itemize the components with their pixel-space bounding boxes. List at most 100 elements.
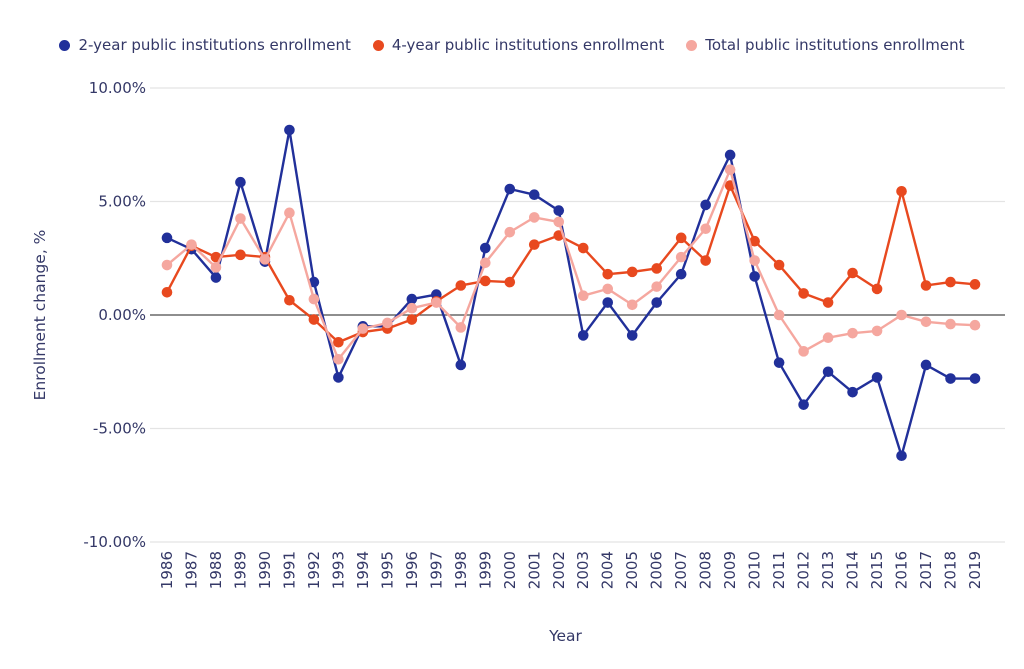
data-point-2-year-2013: [822, 366, 834, 378]
x-tick-label: 2011: [770, 551, 788, 589]
data-point-total-1995: [382, 317, 393, 329]
data-point-total-2005: [626, 299, 638, 311]
data-point-4-year-2011: [773, 259, 785, 271]
series-total: [161, 164, 981, 365]
x-tick-label: 2003: [574, 551, 592, 589]
x-tick-label: 1999: [476, 551, 494, 589]
x-tick-label: 1995: [378, 551, 396, 589]
x-tick-label: 1987: [182, 551, 200, 589]
x-tick-label: 1997: [427, 551, 445, 589]
x-tick-label: 2018: [942, 551, 960, 589]
x-tick-label: 2002: [550, 551, 568, 589]
data-point-total-1993: [333, 353, 344, 365]
data-point-2-year-2019: [969, 373, 981, 384]
data-point-total-2007: [675, 251, 687, 263]
x-tick-label: 2004: [599, 551, 617, 589]
data-point-total-2017: [920, 316, 932, 328]
data-point-total-1987: [186, 239, 197, 250]
data-point-total-2002: [553, 216, 565, 228]
x-tick-label: 1993: [329, 551, 347, 589]
y-tick-labels: 10.00% 5.00% 0.00% -5.00% -10.00%: [83, 79, 146, 551]
x-axis-title: Year: [548, 627, 582, 645]
legend-label-4-year: 4-year public institutions enrollment: [391, 36, 665, 54]
data-point-2-year-2002: [553, 205, 565, 216]
data-point-2-year-1996: [406, 293, 418, 305]
x-tick-label: 1990: [256, 551, 274, 589]
y-gridlines: [150, 87, 1005, 543]
data-point-2-year-2016: [896, 450, 907, 462]
series-line-4-year: [165, 184, 977, 344]
data-point-2-year-2012: [798, 399, 809, 410]
x-tick-label: 2010: [746, 551, 764, 589]
y-axis-title: Enrollment change, %: [31, 230, 49, 401]
legend-item-4-year-public: 4-year public institutions enrollment: [372, 36, 665, 54]
data-point-4-year-2014: [847, 267, 858, 279]
data-point-total-1996: [406, 302, 418, 314]
data-point-4-year-1992: [308, 314, 320, 325]
data-point-4-year-1989: [235, 249, 246, 261]
data-point-2-year-1991: [284, 124, 295, 136]
x-tick-label: 2001: [525, 551, 543, 589]
legend-marker-4-year-icon: [372, 39, 384, 51]
series-line-total: [165, 168, 977, 361]
data-point-4-year-2006: [651, 263, 662, 274]
data-point-total-2001: [528, 212, 540, 223]
x-tick-label: 1992: [305, 551, 323, 589]
x-tick-label: 2005: [623, 551, 641, 589]
x-tick-labels: 1986 1987 1988 1989 1990 1991 1992 1993 1994 1995…: [158, 551, 984, 589]
y-tick-label: 0.00%: [98, 306, 146, 324]
data-point-total-2003: [577, 290, 589, 302]
data-point-total-2016: [896, 309, 907, 321]
data-point-4-year-2013: [822, 297, 834, 308]
data-point-2-year-2014: [847, 386, 858, 398]
y-tick-label: -5.00%: [93, 420, 146, 438]
data-point-4-year-2005: [626, 266, 638, 278]
data-point-total-2000: [504, 226, 516, 238]
x-tick-label: 1994: [354, 551, 372, 589]
data-point-2-year-2007: [675, 268, 687, 280]
data-point-2-year-2015: [871, 372, 883, 383]
data-point-4-year-2018: [945, 276, 956, 288]
data-point-total-2018: [945, 318, 956, 330]
legend-marker-2-year-icon: [59, 39, 71, 51]
data-point-total-2014: [847, 327, 858, 339]
data-point-4-year-1986: [161, 287, 173, 298]
data-point-total-2006: [651, 281, 662, 292]
data-point-total-1990: [259, 254, 271, 265]
x-tick-label: 1988: [207, 551, 225, 589]
data-point-2-year-2018: [945, 373, 956, 384]
legend-marker-total-icon: [686, 39, 698, 51]
x-tick-label: 1989: [231, 551, 249, 589]
chart-legend: 2-year public institutions enrollment 4-…: [0, 36, 1024, 54]
series-2-year: [161, 124, 981, 462]
x-tick-label: 2009: [721, 551, 739, 589]
data-point-total-1999: [480, 257, 491, 269]
data-point-total-2011: [773, 309, 785, 321]
data-point-4-year-2000: [504, 276, 516, 288]
x-tick-label: 2012: [795, 551, 813, 589]
x-tick-label: 2017: [917, 551, 935, 589]
data-point-2-year-1993: [333, 372, 344, 383]
data-point-total-1988: [210, 262, 222, 273]
y-tick-label: 10.00%: [89, 79, 146, 97]
x-tick-label: 2007: [672, 551, 690, 589]
data-point-total-1986: [161, 259, 173, 271]
series-4-year: [161, 180, 981, 348]
x-tick-label: 2016: [893, 551, 911, 589]
data-point-total-1997: [431, 297, 442, 308]
data-point-4-year-1999: [480, 275, 491, 287]
data-point-4-year-2008: [700, 255, 711, 266]
x-tick-label: 1996: [403, 551, 421, 589]
data-point-2-year-2010: [749, 271, 760, 282]
x-tick-label: 2008: [697, 551, 715, 589]
y-tick-label: 5.00%: [98, 193, 146, 211]
data-point-4-year-2019: [969, 279, 981, 290]
data-point-4-year-1993: [333, 336, 344, 348]
data-point-2-year-2008: [700, 199, 711, 211]
legend-label-2-year: 2-year public institutions enrollment: [78, 36, 351, 54]
x-tick-label: 1991: [280, 551, 298, 589]
data-point-4-year-2017: [920, 280, 932, 291]
x-tick-label: 2015: [868, 551, 886, 589]
legend-item-2-year-public: 2-year public institutions enrollment: [59, 36, 351, 54]
data-point-4-year-2001: [528, 239, 540, 250]
